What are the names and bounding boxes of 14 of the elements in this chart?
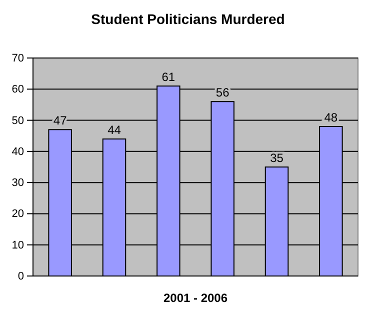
y-tick-label: 50 bbox=[12, 114, 24, 127]
data-label: 44 bbox=[108, 122, 122, 137]
x-axis-title: 2001 - 2006 bbox=[163, 291, 228, 305]
data-label: 56 bbox=[216, 86, 230, 100]
chart-title: Student Politicians Murdered bbox=[91, 11, 285, 27]
data-label: 35 bbox=[270, 151, 284, 165]
y-tick-label: 70 bbox=[12, 52, 24, 65]
y-tick-label: 20 bbox=[12, 208, 24, 220]
y-tick-label: 40 bbox=[12, 146, 24, 158]
y-tick-label: 60 bbox=[12, 84, 24, 96]
data-label: 61 bbox=[162, 70, 176, 84]
y-tick-label: 0 bbox=[18, 270, 24, 283]
y-tick-label: 10 bbox=[12, 239, 24, 252]
y-tick-label: 30 bbox=[12, 177, 24, 190]
